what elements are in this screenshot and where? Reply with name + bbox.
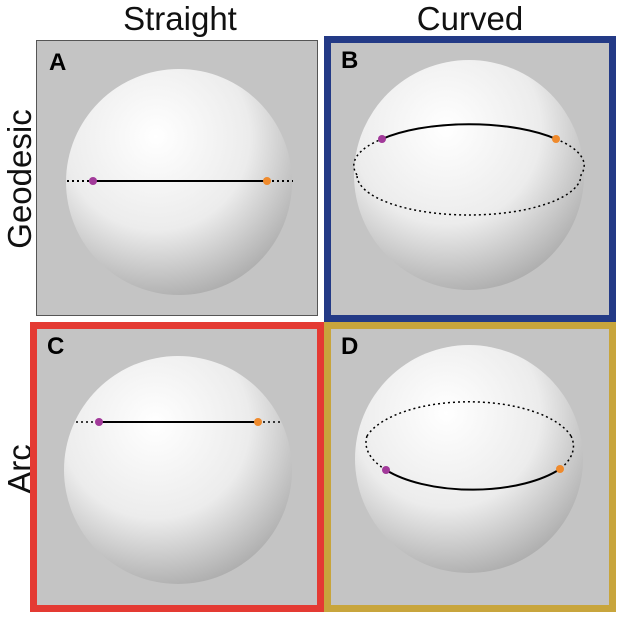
path-hidden-rest bbox=[356, 138, 585, 216]
sphere bbox=[355, 345, 583, 573]
row-header-geodesic: Geodesic bbox=[1, 109, 38, 249]
sphere-figure-b bbox=[353, 60, 585, 290]
path-arc bbox=[385, 468, 561, 491]
start-point bbox=[382, 466, 390, 474]
end-point bbox=[263, 177, 271, 185]
panel-a: A bbox=[36, 40, 318, 316]
end-point bbox=[552, 135, 560, 143]
column-header-curved: Curved bbox=[416, 0, 524, 37]
end-point bbox=[556, 465, 564, 473]
path-hidden-left bbox=[365, 435, 387, 471]
path-arc bbox=[381, 123, 557, 140]
sphere-figure-c bbox=[64, 356, 292, 584]
sphere-figure-a bbox=[66, 69, 293, 295]
panel-d: D bbox=[324, 322, 616, 612]
sphere-figure-d bbox=[355, 345, 583, 573]
panel-label-c: C bbox=[47, 333, 65, 360]
end-point bbox=[254, 418, 262, 426]
panel-label-d: D bbox=[341, 333, 359, 360]
column-header-straight: Straight bbox=[123, 0, 237, 37]
panel-c: C bbox=[30, 322, 324, 612]
path-hidden-top bbox=[366, 401, 572, 437]
panel-b: B bbox=[324, 36, 616, 322]
panel-label-b: B bbox=[341, 47, 359, 74]
sphere bbox=[354, 60, 584, 290]
path-hidden-left bbox=[353, 138, 383, 176]
sphere bbox=[64, 356, 292, 584]
panel-label-a: A bbox=[49, 49, 67, 76]
start-point bbox=[89, 177, 97, 185]
start-point bbox=[378, 135, 386, 143]
start-point bbox=[95, 418, 103, 426]
